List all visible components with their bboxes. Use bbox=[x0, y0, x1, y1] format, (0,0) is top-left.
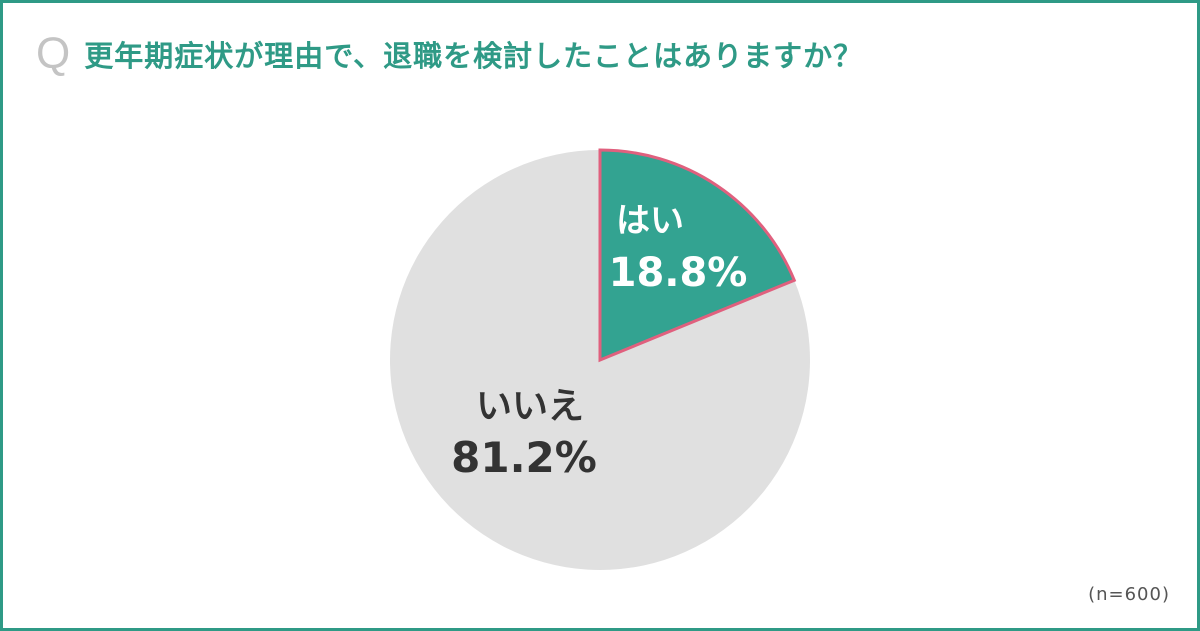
question-header: Q 更年期症状が理由で、退職を検討したことはありますか？ bbox=[36, 32, 864, 76]
slice-name-label-no: いいえ bbox=[476, 386, 584, 427]
sample-size-note: (n=600) bbox=[1088, 584, 1170, 605]
pie-slices bbox=[390, 148, 810, 570]
pie-labels: はい 18.8% いいえ 81.2% bbox=[451, 201, 747, 482]
slice-value-label-no: 81.2% bbox=[451, 433, 597, 482]
question-text: 更年期症状が理由で、退職を検討したことはありますか？ bbox=[84, 38, 864, 73]
question-mark: Q bbox=[36, 29, 71, 78]
slice-value-label-yes: 18.8% bbox=[609, 250, 748, 296]
slice-name-label-yes: はい bbox=[616, 201, 684, 241]
pie-slice-yes bbox=[598, 148, 797, 363]
